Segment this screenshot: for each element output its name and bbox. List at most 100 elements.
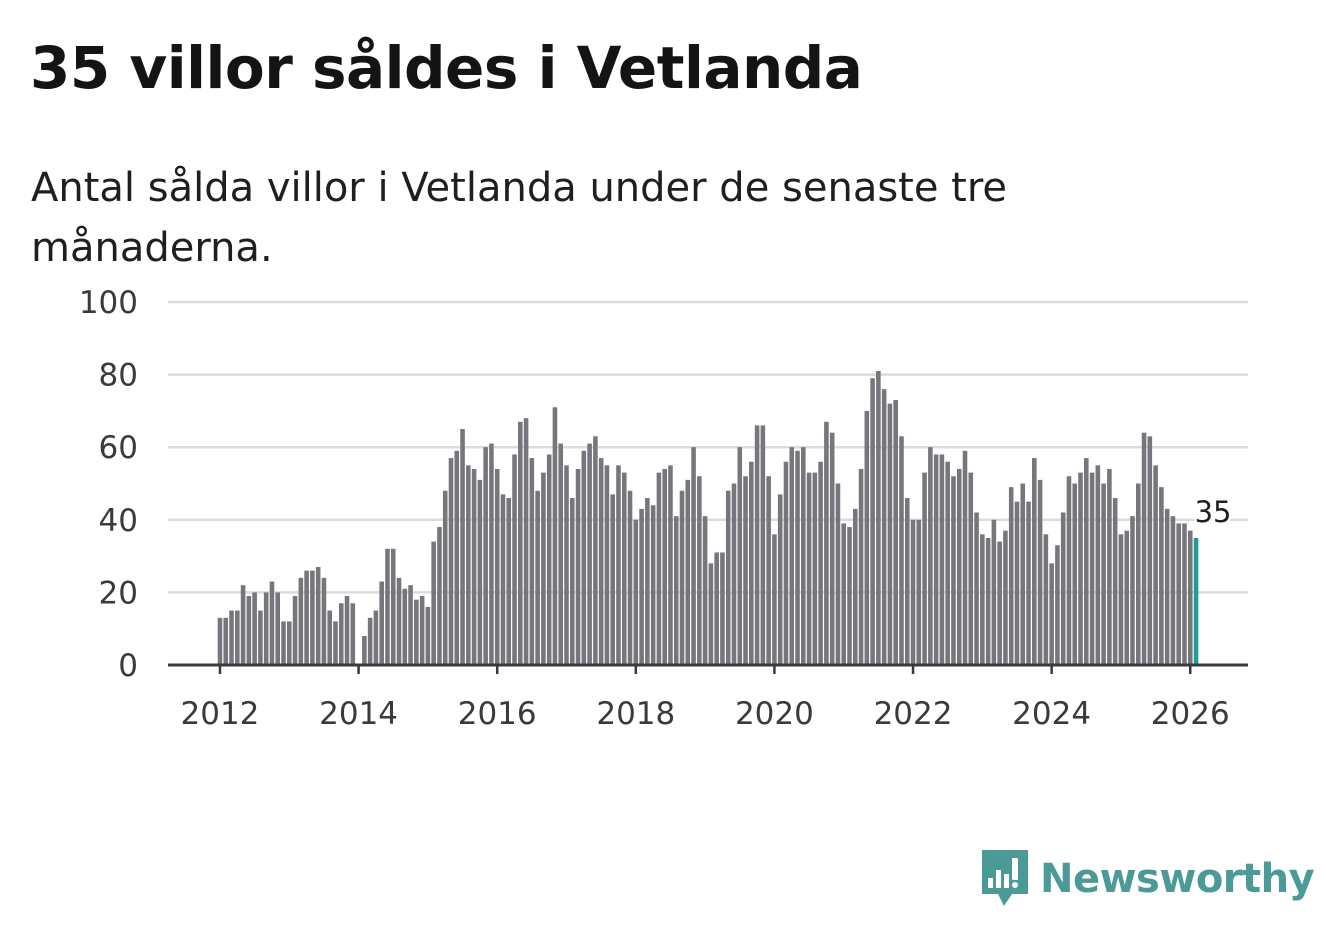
- bar: [656, 472, 662, 665]
- bar: [466, 465, 471, 665]
- bar: [448, 458, 454, 665]
- bar: [1043, 534, 1049, 665]
- bar: [1153, 465, 1158, 665]
- bar: [922, 472, 927, 665]
- bar: [1107, 468, 1112, 665]
- bar: [367, 617, 373, 665]
- bar: [558, 443, 564, 665]
- bar: [928, 447, 933, 665]
- bar: [639, 508, 644, 665]
- bar: [858, 468, 864, 665]
- data-label-latest: 35: [1195, 495, 1232, 529]
- bar: [1037, 479, 1043, 665]
- bar: [685, 479, 691, 665]
- bar: [258, 610, 263, 665]
- bar: [569, 498, 575, 665]
- x-tick-label: 2020: [735, 696, 814, 732]
- bar: [939, 454, 945, 665]
- bar: [945, 461, 950, 665]
- bar: [338, 603, 344, 665]
- bar: [795, 450, 800, 665]
- bar: [610, 494, 615, 665]
- bar: [1159, 487, 1164, 665]
- bar: [691, 447, 696, 665]
- bar: [1147, 436, 1153, 665]
- bar: [1032, 458, 1037, 665]
- bar: [483, 447, 488, 665]
- bar: [910, 519, 916, 665]
- y-tick-label: 0: [118, 648, 138, 684]
- bar: [1124, 530, 1130, 665]
- bar: [235, 610, 240, 665]
- bar: [956, 468, 962, 665]
- bar: [494, 468, 500, 665]
- bar: [1060, 512, 1066, 665]
- bar: [379, 581, 384, 665]
- bar: [633, 519, 639, 665]
- bar: [223, 617, 229, 665]
- bar: [991, 519, 997, 665]
- bar: [829, 432, 835, 665]
- y-tick-label: 60: [99, 430, 138, 466]
- bar: [1095, 465, 1101, 665]
- bar: [431, 541, 436, 665]
- bar: [321, 577, 327, 665]
- bar: [662, 468, 667, 665]
- bar: [841, 523, 847, 665]
- bar: [737, 447, 743, 665]
- bar: [893, 400, 898, 665]
- bar: [876, 370, 881, 665]
- bar: [246, 596, 252, 665]
- bar: [546, 454, 552, 665]
- x-tick-label: 2012: [181, 696, 260, 732]
- brand-name: Newsworthy: [1040, 856, 1315, 902]
- bar: [702, 516, 708, 665]
- bar: [373, 610, 379, 665]
- bar: [645, 498, 650, 665]
- bar: [287, 621, 292, 665]
- y-tick-label: 40: [99, 503, 138, 539]
- bar: [529, 458, 535, 665]
- bar: [980, 534, 985, 665]
- bar: [783, 461, 789, 665]
- y-tick-label: 100: [79, 285, 138, 321]
- bar: [1026, 501, 1031, 665]
- bar: [789, 447, 795, 665]
- bar: [1003, 530, 1008, 665]
- bar: [1187, 530, 1193, 665]
- bar: [962, 450, 968, 665]
- bar: [673, 516, 679, 665]
- bar: [535, 490, 540, 665]
- bar: [1112, 498, 1118, 665]
- bar: [402, 588, 408, 665]
- bar-chart: 0 20 40 60 80 100 2012 2014 2016 2018 2020 2022 202…: [79, 285, 1248, 732]
- bars: [217, 370, 1199, 665]
- bar: [725, 490, 731, 665]
- bar: [679, 490, 685, 665]
- bar: [298, 577, 304, 665]
- bar: [847, 527, 852, 665]
- bar: [708, 563, 714, 665]
- y-axis-ticks: 0 20 40 60 80 100: [79, 285, 138, 684]
- x-tick-label: 2022: [874, 696, 953, 732]
- bar: [240, 585, 246, 665]
- bar: [1135, 483, 1141, 665]
- bar: [587, 443, 592, 665]
- bar: [460, 429, 465, 665]
- bar: [754, 425, 760, 665]
- bar: [593, 436, 598, 665]
- bar: [864, 410, 870, 665]
- bar: [760, 425, 766, 665]
- bar: [327, 610, 332, 665]
- data-labels: 35: [1192, 492, 1234, 531]
- bar: [616, 465, 621, 665]
- bar: [598, 458, 604, 665]
- bar: [523, 418, 529, 665]
- bar: [350, 603, 356, 665]
- bar: [437, 527, 442, 665]
- y-tick-label: 80: [99, 358, 138, 394]
- bar: [899, 436, 904, 665]
- bar: [881, 389, 887, 665]
- bar: [414, 599, 419, 665]
- bar: [870, 378, 875, 665]
